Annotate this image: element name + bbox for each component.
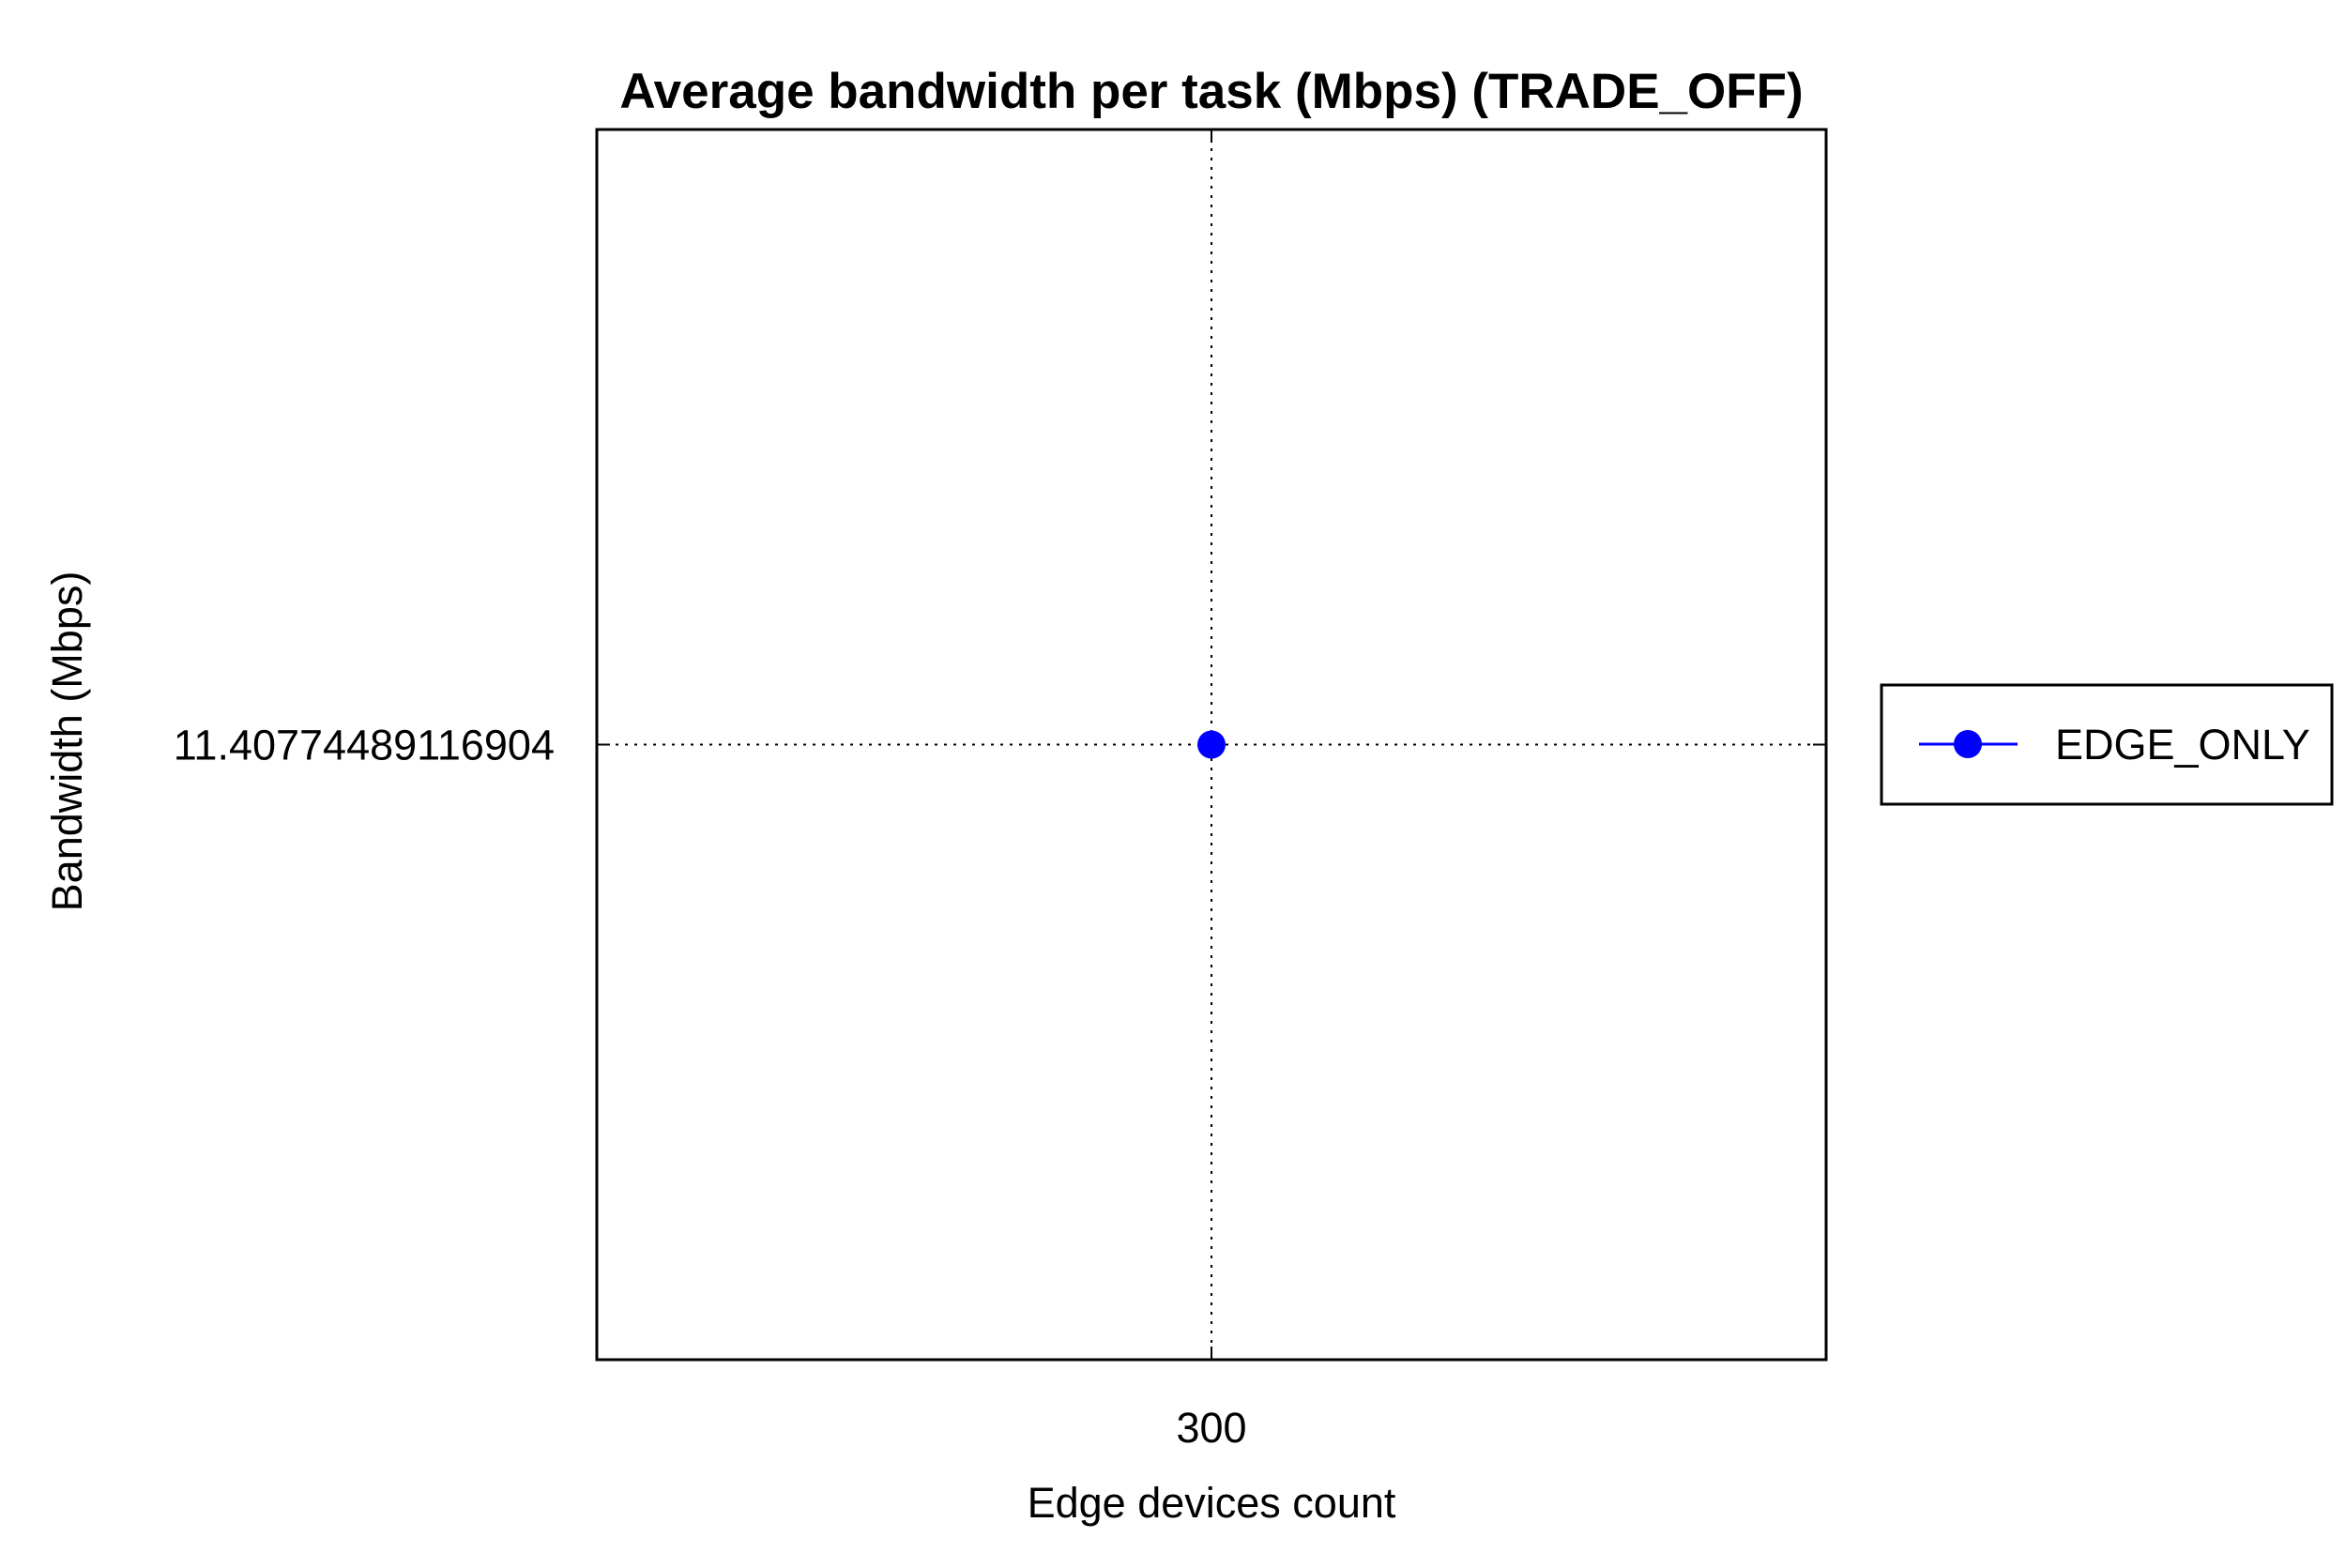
legend-label-edge-only: EDGE_ONLY: [2055, 721, 2310, 769]
legend: EDGE_ONLY: [1880, 683, 2334, 806]
grid-lines: [597, 129, 1826, 1360]
y-axis-label: Bandwidth (Mbps): [43, 571, 91, 912]
chart-title: Average bandwidth per task (Mbps) (TRADE…: [619, 64, 1803, 119]
plot-area-frame: [595, 128, 1828, 1362]
axis-ticks: 300 11.40774489116904: [174, 129, 1826, 1452]
data-series: [1197, 730, 1226, 759]
y-tick-label: 11.40774489116904: [174, 722, 555, 769]
x-axis-label: Edge devices count: [1028, 1479, 1396, 1527]
x-tick-label: 300: [1176, 1404, 1246, 1452]
data-point: [1197, 730, 1226, 759]
legend-dot-marker: [1954, 730, 1982, 758]
